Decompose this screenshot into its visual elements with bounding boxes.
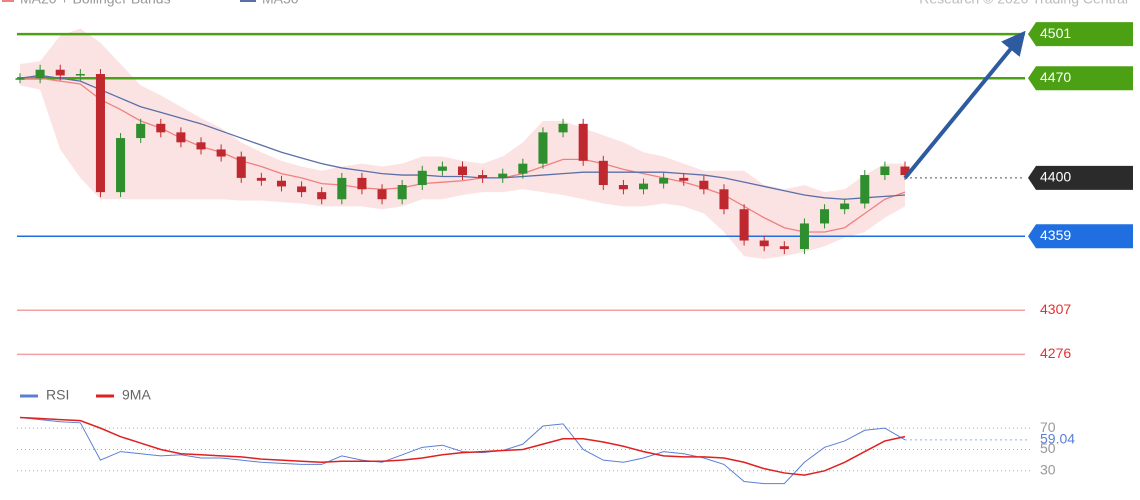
candle <box>900 166 910 176</box>
candle <box>799 223 809 250</box>
candle <box>437 166 447 171</box>
level-box <box>1028 22 1133 47</box>
candle <box>75 74 85 76</box>
candle <box>156 123 166 133</box>
candle <box>739 209 749 241</box>
candle <box>518 163 528 174</box>
candle <box>317 192 327 200</box>
level-label: 4307 <box>1040 301 1071 317</box>
y-tick-label: 70 <box>1040 419 1056 435</box>
legend-label: 9MA <box>122 387 151 403</box>
candle <box>659 177 669 184</box>
candle <box>840 203 850 210</box>
candle <box>15 78 25 80</box>
rsi-line <box>19 416 906 485</box>
candle <box>357 177 367 190</box>
level-box <box>1028 224 1133 249</box>
candle <box>116 138 126 193</box>
candle <box>457 166 468 176</box>
bollinger-band <box>20 28 905 260</box>
level-label: 4501 <box>1040 25 1071 41</box>
candle <box>860 175 870 204</box>
candle <box>679 177 689 181</box>
candle <box>337 177 347 200</box>
level-label: 4359 <box>1040 227 1071 243</box>
candle <box>498 173 508 178</box>
ma-line <box>20 77 906 233</box>
candle <box>598 160 608 186</box>
candle <box>538 132 548 164</box>
candle <box>377 189 387 200</box>
candle <box>478 175 488 178</box>
rsi-line <box>19 416 906 476</box>
candle <box>35 69 45 79</box>
candle <box>638 183 649 190</box>
source: Research © 2020 Trading Central <box>919 0 1128 7</box>
level-label: 4276 <box>1040 345 1071 361</box>
legend-label: RSI <box>46 387 69 403</box>
last-value-label: 59.04 <box>1040 431 1075 447</box>
candle <box>236 156 246 178</box>
candle <box>578 123 588 161</box>
legend-label: MA20 + Bollinger Bands <box>20 0 171 7</box>
legend-label: MA50 <box>262 0 299 7</box>
level-label: 4400 <box>1040 169 1071 185</box>
price-panel: MA20 + Bollinger Bands MA50 Research © 202… <box>2 0 1133 361</box>
y-tick-label: 30 <box>1040 462 1056 478</box>
level-box <box>1028 66 1133 91</box>
candle <box>820 209 830 224</box>
candle <box>176 132 186 143</box>
level-box <box>1028 165 1133 190</box>
candle <box>558 123 568 133</box>
candle <box>618 185 628 190</box>
candle <box>719 189 729 210</box>
forecast-arrow <box>903 30 1026 180</box>
candle <box>699 180 709 190</box>
candle <box>55 69 65 76</box>
candle <box>276 180 287 187</box>
rsi-panel: 30 50 70 RSI 9MA 59.04 <box>17 387 1075 485</box>
candle <box>779 246 789 250</box>
candle <box>95 74 105 193</box>
candle <box>256 177 266 181</box>
candle <box>880 166 890 176</box>
level-label: 4470 <box>1040 69 1071 85</box>
candle <box>759 240 769 247</box>
candle <box>417 170 427 186</box>
candle <box>136 123 146 139</box>
candle <box>397 185 407 200</box>
candle <box>216 149 226 157</box>
candle <box>196 142 206 150</box>
y-tick-label: 50 <box>1040 440 1056 456</box>
candle <box>297 186 307 193</box>
